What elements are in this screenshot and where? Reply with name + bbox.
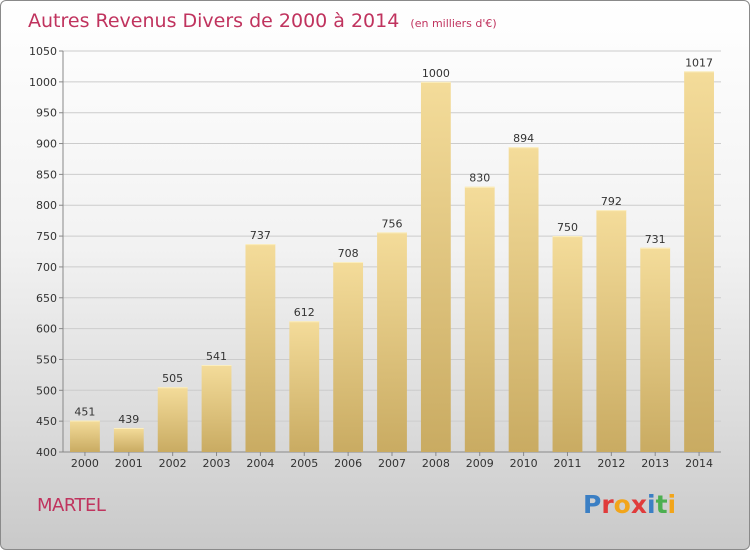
bar-2000: [70, 420, 100, 452]
commune-name: MARTEL: [37, 495, 106, 516]
value-label-2005: 612: [294, 306, 315, 319]
y-tick-label: 700: [36, 261, 57, 274]
x-tick-label-2004: 2004: [246, 457, 274, 470]
logo-letter: i: [667, 490, 677, 519]
y-tick-label: 500: [36, 384, 57, 397]
value-label-2014: 1017: [685, 56, 713, 69]
y-tick-label: 550: [36, 353, 57, 366]
bar-2001: [113, 427, 144, 452]
logo-letter: t: [655, 490, 668, 519]
y-tick-label: 900: [36, 138, 57, 151]
logo-letter: i: [647, 490, 656, 519]
chart-title-block: Autres Revenus Divers de 2000 à 2014 (en…: [28, 10, 497, 32]
value-label-2002: 505: [162, 372, 183, 385]
value-label-2004: 737: [250, 229, 271, 242]
bar-2012: [596, 210, 627, 452]
y-tick-label: 600: [36, 323, 57, 336]
x-tick-label-2003: 2003: [203, 457, 231, 470]
logo-letter: x: [630, 490, 647, 519]
logo-letter: P: [583, 490, 602, 519]
x-tick-label-2009: 2009: [466, 457, 494, 470]
chart-unit: (en milliers d'€): [410, 17, 497, 30]
value-label-2010: 894: [513, 132, 534, 145]
value-label-2000: 451: [74, 406, 95, 419]
value-label-2011: 750: [557, 221, 578, 234]
bar-2002: [157, 387, 188, 452]
x-tick-label-2007: 2007: [378, 457, 406, 470]
y-tick-label: 750: [36, 230, 57, 243]
bar-2009: [464, 186, 495, 452]
bar-2013: [640, 247, 671, 452]
bar-2011: [552, 236, 583, 452]
axes: 400 450 500 550 600 650 700 750 800 850 900 950 1000…: [29, 45, 721, 470]
value-label-2012: 792: [601, 195, 622, 208]
value-label-2007: 756: [382, 217, 403, 230]
x-tick-label-2005: 2005: [290, 457, 318, 470]
bar-2014: [684, 71, 714, 452]
bars: [70, 71, 714, 453]
x-tick-label-2006: 2006: [334, 457, 362, 470]
y-tick-label: 450: [36, 415, 57, 428]
x-tick-label-2011: 2011: [553, 457, 581, 470]
x-tick-label-2013: 2013: [641, 457, 669, 470]
y-tick-label: 1050: [29, 45, 57, 58]
value-label-2006: 708: [338, 247, 359, 260]
value-label-2013: 731: [645, 233, 666, 246]
x-tick-label-2008: 2008: [422, 457, 450, 470]
bar-2003: [201, 365, 232, 452]
value-labels: 451 439 505 541 737 612 708 756 1000 830 894 750 792…: [74, 56, 713, 426]
y-tick-label: 400: [36, 446, 57, 459]
x-tick-label-2010: 2010: [510, 457, 538, 470]
bar-2004: [245, 244, 276, 452]
y-tick-label: 950: [36, 107, 57, 120]
x-tick-label-2014: 2014: [685, 457, 713, 470]
x-tick-label-2012: 2012: [597, 457, 625, 470]
logo-letter: r: [601, 490, 614, 519]
bar-2008: [420, 81, 451, 452]
bar-2005: [289, 321, 320, 452]
value-label-2009: 830: [469, 172, 490, 185]
bar-2006: [333, 261, 364, 452]
logo-letter: o: [613, 490, 631, 519]
y-tick-label: 650: [36, 292, 57, 305]
value-label-2008: 1000: [422, 67, 450, 80]
chart-title: Autres Revenus Divers de 2000 à 2014: [28, 10, 400, 32]
proxiti-logo: Proxiti: [583, 490, 676, 519]
value-label-2001: 439: [118, 413, 139, 426]
y-tick-label: 800: [36, 199, 57, 212]
bar-2010: [508, 147, 539, 453]
bar-2007: [377, 232, 407, 452]
y-tick-label: 850: [36, 168, 57, 181]
x-tick-label-2001: 2001: [115, 457, 143, 470]
value-label-2003: 541: [206, 350, 227, 363]
y-tick-label: 1000: [29, 76, 57, 89]
x-tick-label-2000: 2000: [71, 457, 99, 470]
x-tick-label-2002: 2002: [159, 457, 187, 470]
